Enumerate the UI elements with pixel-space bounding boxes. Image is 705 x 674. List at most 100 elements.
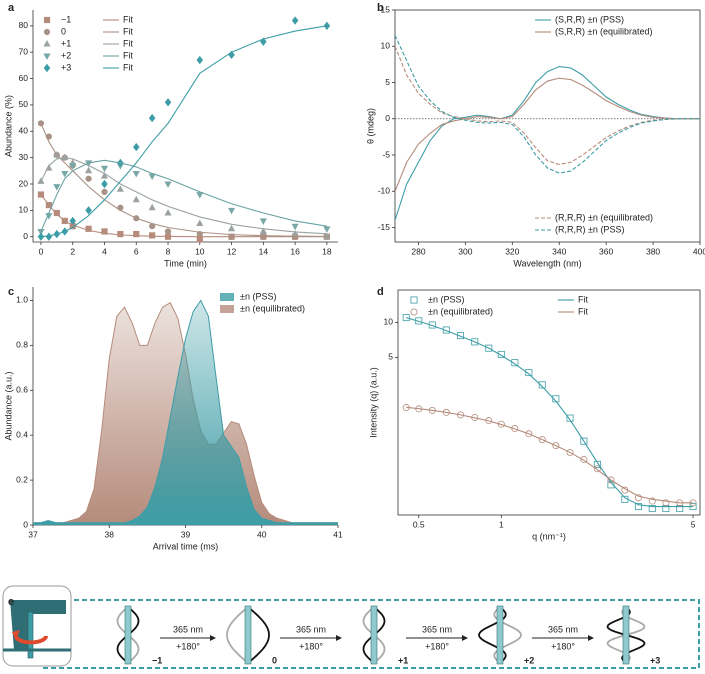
legend-label: ±n (equilibrated)	[240, 303, 305, 313]
line	[40, 159, 327, 232]
data-point	[323, 21, 331, 30]
x-axis-label: q (nm⁻¹)	[532, 531, 566, 541]
y-tick-label: 30	[19, 152, 29, 162]
legend-label: +2	[61, 50, 71, 60]
step-wavelength: 365 nm	[548, 624, 578, 634]
arrow-head	[336, 635, 342, 641]
y-tick-label: 0.4	[16, 429, 28, 439]
data-point	[37, 191, 45, 198]
data-point	[117, 230, 124, 238]
data-point	[196, 55, 204, 65]
panel-label: e	[8, 596, 14, 608]
state-label: +2	[524, 655, 534, 665]
data-point	[164, 228, 172, 235]
data-point	[101, 188, 108, 196]
data-point	[323, 226, 331, 233]
legend-label: Fit	[123, 50, 133, 60]
y-tick-label: 5	[388, 352, 393, 362]
legend-label: 0	[61, 26, 66, 36]
data-point	[323, 232, 331, 240]
y-tick-label: 1.0	[16, 295, 28, 305]
data-point	[471, 338, 479, 346]
x-tick-label: 38	[105, 529, 115, 539]
data-point	[525, 369, 533, 377]
legend-label: Fit	[578, 294, 588, 304]
x-tick-label: 10	[195, 246, 205, 256]
data-point	[662, 505, 670, 513]
data-point	[511, 425, 519, 433]
y-tick-label: -10	[378, 186, 391, 196]
inset-icon	[2, 585, 72, 667]
y-axis-label: Abundance (%)	[3, 95, 13, 157]
data-point	[228, 50, 235, 59]
data-point	[85, 175, 92, 182]
strand	[247, 606, 270, 664]
data-point	[132, 170, 140, 178]
data-point	[61, 170, 69, 178]
data-point	[100, 165, 109, 173]
legend-swatch	[220, 293, 234, 301]
data-point	[196, 219, 204, 227]
x-tick-label: 380	[646, 246, 660, 256]
legend-label: Fit	[123, 38, 133, 48]
y-tick-label: 0	[23, 519, 28, 529]
x-tick-label: 360	[599, 246, 613, 256]
rod	[370, 605, 378, 665]
line	[406, 317, 694, 508]
x-tick-label: 5	[691, 519, 696, 529]
data-point	[485, 344, 493, 352]
data-point	[69, 223, 76, 230]
data-point	[634, 503, 642, 511]
data-point	[291, 230, 299, 237]
line	[40, 194, 327, 238]
x-tick-label: 39	[181, 529, 191, 539]
line	[395, 77, 700, 192]
step-rotation: +180°	[299, 641, 323, 651]
rod	[244, 605, 252, 665]
step-wavelength: 365 nm	[173, 624, 203, 634]
data-point	[196, 192, 204, 199]
panel-label: c	[8, 286, 14, 298]
legend-swatch	[43, 28, 51, 36]
data-point	[53, 209, 60, 217]
data-point	[511, 359, 519, 367]
y-tick-label: 70	[19, 46, 29, 56]
x-tick-label: 1	[499, 519, 504, 529]
data-point	[132, 195, 140, 203]
legend-label: ±n (PSS)	[240, 291, 276, 301]
x-tick-label: 400	[693, 246, 705, 256]
x-tick-label: 320	[505, 246, 519, 256]
legend-swatch	[410, 296, 418, 304]
line	[40, 157, 327, 235]
legend-label: (R,R,R) ±n (equilibrated)	[555, 212, 653, 222]
data-point	[228, 207, 236, 215]
y-tick-label: -5	[382, 149, 390, 159]
arrow-head	[210, 635, 216, 641]
legend-label: +3	[61, 62, 71, 72]
y-axis-label: Intensity (q) (a.u.)	[368, 367, 378, 438]
data-point	[164, 208, 172, 216]
legend-swatch	[43, 39, 51, 47]
y-tick-label: 50	[19, 99, 29, 109]
data-point	[37, 228, 45, 236]
legend-label: ±n (equilibrated)	[428, 306, 493, 316]
data-point	[538, 381, 546, 389]
line	[40, 123, 327, 238]
y-axis-label: θ (mdeg)	[365, 108, 375, 144]
arrow-head	[588, 635, 594, 641]
data-point	[291, 223, 299, 231]
data-point	[69, 216, 76, 226]
x-axis-label: Arrival time (ms)	[153, 541, 219, 551]
data-point	[164, 181, 172, 189]
data-point	[566, 414, 574, 422]
data-point	[676, 505, 684, 513]
data-point	[634, 494, 642, 502]
x-tick-label: 4	[102, 246, 107, 256]
data-point	[45, 213, 53, 220]
data-point	[552, 442, 560, 450]
data-point	[85, 206, 92, 215]
x-tick-label: 300	[458, 246, 472, 256]
y-tick-label: 5	[385, 77, 390, 87]
axes-frame	[394, 9, 701, 243]
